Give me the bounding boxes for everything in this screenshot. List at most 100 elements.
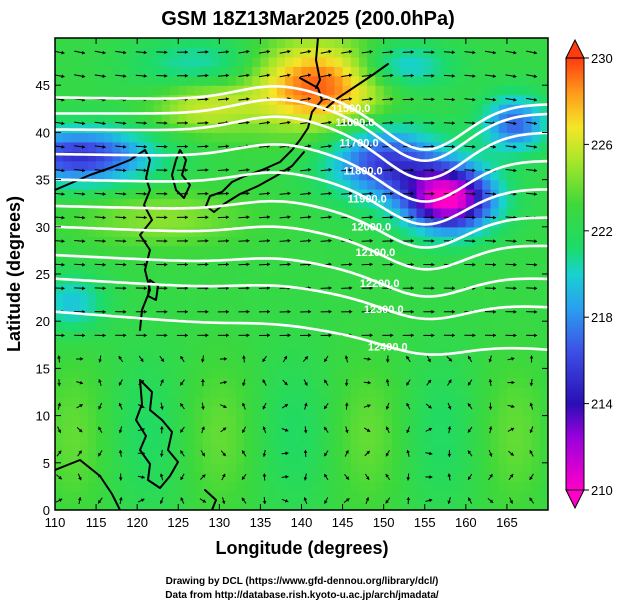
temperature-cell [359,208,368,218]
temperature-cell [425,368,434,378]
temperature-cell [302,340,311,350]
temperature-cell [145,38,154,48]
temperature-cell [129,491,138,501]
temperature-cell [449,378,458,388]
temperature-cell [71,472,80,482]
temperature-cell [285,312,294,322]
temperature-cell [523,293,532,303]
temperature-cell [392,76,401,86]
temperature-cell [351,180,360,190]
temperature-cell [400,368,409,378]
temperature-cell [236,368,245,378]
temperature-cell [244,397,253,407]
temperature-cell [269,340,278,350]
temperature-cell [408,180,417,190]
temperature-cell [113,302,122,312]
temperature-cell [203,350,212,360]
temperature-cell [63,350,72,360]
temperature-cell [154,161,163,171]
temperature-cell [449,472,458,482]
temperature-cell [499,416,508,426]
temperature-cell [219,340,228,350]
temperature-cell [162,293,171,303]
temperature-cell [310,378,319,388]
temperature-cell [499,406,508,416]
temperature-cell [129,406,138,416]
temperature-cell [367,434,376,444]
temperature-cell [285,359,294,369]
temperature-cell [121,57,130,67]
temperature-cell [326,302,335,312]
temperature-cell [507,151,516,161]
temperature-cell [269,227,278,237]
temperature-cell [408,161,417,171]
temperature-cell [482,151,491,161]
temperature-cell [490,255,499,265]
temperature-cell [392,114,401,124]
temperature-cell [80,387,89,397]
temperature-cell [458,321,467,331]
temperature-cell [228,350,237,360]
temperature-cell [507,444,516,454]
temperature-cell [285,482,294,492]
temperature-cell [285,406,294,416]
temperature-cell [178,38,187,48]
temperature-cell [490,180,499,190]
temperature-cell [269,321,278,331]
temperature-cell [277,123,286,133]
temperature-cell [532,123,541,133]
temperature-cell [532,378,541,388]
temperature-cell [351,416,360,426]
temperature-cell [269,453,278,463]
temperature-cell [178,434,187,444]
temperature-cell [523,208,532,218]
temperature-cell [351,340,360,350]
temperature-cell [449,444,458,454]
temperature-cell [392,491,401,501]
temperature-cell [71,302,80,312]
temperature-cell [154,85,163,95]
temperature-cell [482,416,491,426]
temperature-cell [441,76,450,86]
temperature-cell [203,217,212,227]
temperature-cell [203,359,212,369]
temperature-cell [507,227,516,237]
temperature-cell [359,350,368,360]
temperature-cell [408,482,417,492]
temperature-cell [532,265,541,275]
temperature-cell [121,255,130,265]
temperature-cell [269,501,278,511]
temperature-cell [523,416,532,426]
temperature-cell [219,217,228,227]
temperature-cell [351,378,360,388]
temperature-cell [228,132,237,142]
temperature-cell [499,208,508,218]
temperature-cell [285,123,294,133]
temperature-cell [482,397,491,407]
temperature-cell [334,321,343,331]
temperature-cell [269,189,278,199]
temperature-cell [507,350,516,360]
temperature-cell [367,293,376,303]
temperature-cell [121,293,130,303]
temperature-cell [113,265,122,275]
temperature-cell [285,453,294,463]
temperature-cell [375,293,384,303]
temperature-cell [449,76,458,86]
temperature-cell [113,321,122,331]
temperature-cell [515,198,524,208]
temperature-cell [162,368,171,378]
temperature-cell [219,132,228,142]
temperature-cell [277,387,286,397]
temperature-cell [186,491,195,501]
temperature-cell [490,265,499,275]
temperature-cell [252,444,261,454]
temperature-cell [515,368,524,378]
temperature-cell [104,387,113,397]
temperature-cell [145,350,154,360]
temperature-cell [334,406,343,416]
temperature-cell [302,246,311,256]
temperature-cell [186,161,195,171]
temperature-cell [515,76,524,86]
temperature-cell [417,217,426,227]
